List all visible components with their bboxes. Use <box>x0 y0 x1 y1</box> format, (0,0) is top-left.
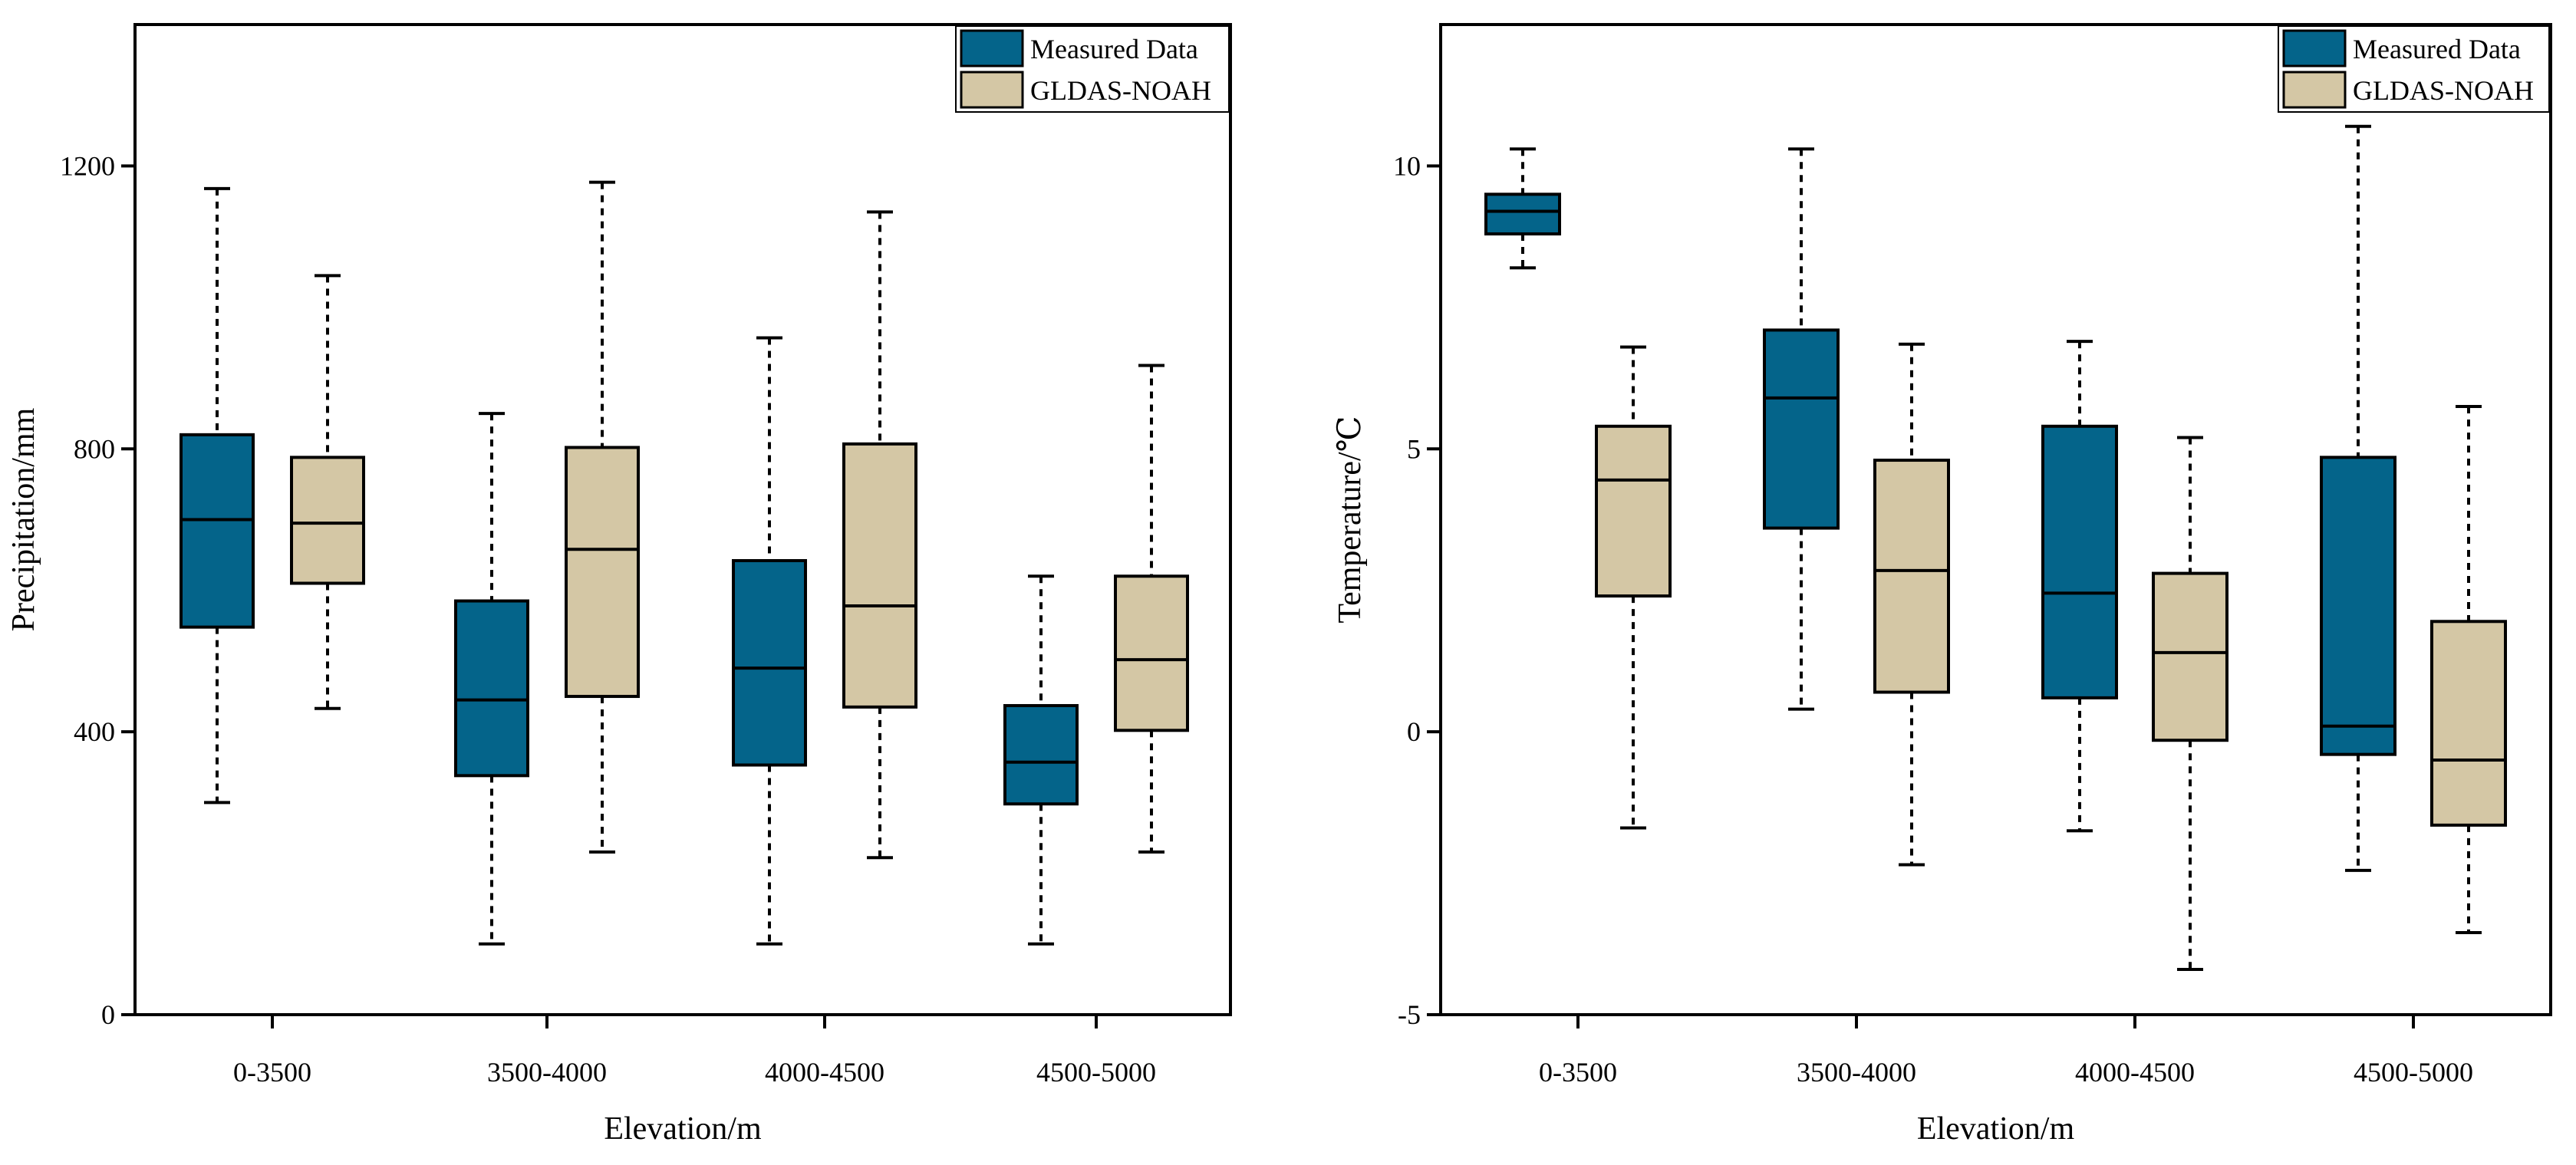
iqr-box <box>732 558 807 767</box>
iqr-box <box>1595 424 1672 598</box>
right-box-gldas-0 <box>1595 345 1672 830</box>
iqr-box <box>1003 704 1079 806</box>
left-box-measured-3 <box>1003 574 1079 946</box>
iqr-box <box>1484 193 1561 235</box>
legend-label-gldas: GLDAS-NOAH <box>1030 75 1211 106</box>
right-y-tick-label: 10 <box>1393 150 1421 181</box>
iqr-box <box>2430 620 2507 827</box>
left-x-axis-title: Elevation/m <box>604 1111 762 1147</box>
right-chart-panel: -5 0 5 10 0-3500 3500-4000 4000-4500 4500-5000 M… <box>1332 23 2552 1147</box>
iqr-box <box>1114 574 1189 732</box>
legend-label-measured: Measured Data <box>1030 34 1198 64</box>
left-box-gldas-2 <box>842 210 917 860</box>
right-plot-frame <box>1439 23 2552 1016</box>
left-box-gldas-0 <box>290 274 365 710</box>
left-box-gldas-1 <box>565 180 640 854</box>
iqr-box <box>2320 456 2396 756</box>
legend-label-measured: Measured Data <box>2353 34 2521 64</box>
left-legend: Measured Data GLDAS-NOAH <box>955 25 1230 113</box>
right-x-tick-label: 4000-4500 <box>2075 1057 2195 1088</box>
right-y-tick-label: 0 <box>1407 716 1421 747</box>
right-x-tick-label: 0-3500 <box>1539 1057 1617 1088</box>
right-box-gldas-1 <box>1873 342 1950 867</box>
left-box-gldas-3 <box>1114 364 1189 854</box>
left-y-tick-label: 800 <box>74 433 115 464</box>
iqr-box <box>1873 459 1950 694</box>
iqr-box <box>180 433 255 629</box>
iqr-box <box>1763 328 1840 530</box>
iqr-box <box>2152 571 2228 742</box>
left-y-tick-label: 0 <box>101 999 115 1030</box>
right-box-gldas-3 <box>2430 404 2507 935</box>
right-x-tick-label: 4500-5000 <box>2354 1057 2473 1088</box>
left-y-tick-label: 400 <box>74 716 115 747</box>
left-plot-frame <box>133 23 1232 1016</box>
iqr-box <box>842 442 917 709</box>
left-x-tick-label: 3500-4000 <box>487 1057 607 1088</box>
right-box-measured-1 <box>1763 147 1840 711</box>
left-y-axis-title: Precipitation/mm <box>6 407 41 631</box>
left-x-tick-label: 4500-5000 <box>1036 1057 1156 1088</box>
iqr-box <box>290 456 365 585</box>
left-box-measured-0 <box>180 186 255 805</box>
right-y-tick-label: 5 <box>1407 433 1421 464</box>
right-box-measured-3 <box>2320 124 2396 872</box>
left-chart-panel: 0 400 800 1200 0-3500 3500-4000 4000-4500 4500-… <box>6 23 1232 1147</box>
iqr-box <box>2041 424 2118 699</box>
legend-swatch-gldas <box>2282 71 2347 109</box>
left-box-measured-1 <box>454 412 529 946</box>
legend-swatch-measured <box>960 29 1024 67</box>
iqr-box <box>565 446 640 699</box>
right-y-axis-title: Temperature/℃ <box>1332 416 1368 623</box>
left-x-tick-label: 0-3500 <box>233 1057 311 1088</box>
right-box-gldas-2 <box>2152 436 2228 971</box>
legend-swatch-gldas <box>960 71 1024 109</box>
left-box-measured-2 <box>732 336 807 946</box>
left-x-tick-label: 4000-4500 <box>765 1057 884 1088</box>
right-legend: Measured Data GLDAS-NOAH <box>2278 25 2550 113</box>
right-box-measured-0 <box>1484 147 1561 270</box>
legend-swatch-measured <box>2282 29 2347 67</box>
right-x-tick-label: 3500-4000 <box>1797 1057 1916 1088</box>
right-x-axis-title: Elevation/m <box>1917 1111 2075 1147</box>
right-y-tick-label: -5 <box>1398 999 1421 1030</box>
iqr-box <box>454 599 529 778</box>
left-y-tick-label: 1200 <box>60 150 115 181</box>
legend-label-gldas: GLDAS-NOAH <box>2353 75 2534 106</box>
right-box-measured-2 <box>2041 340 2118 833</box>
